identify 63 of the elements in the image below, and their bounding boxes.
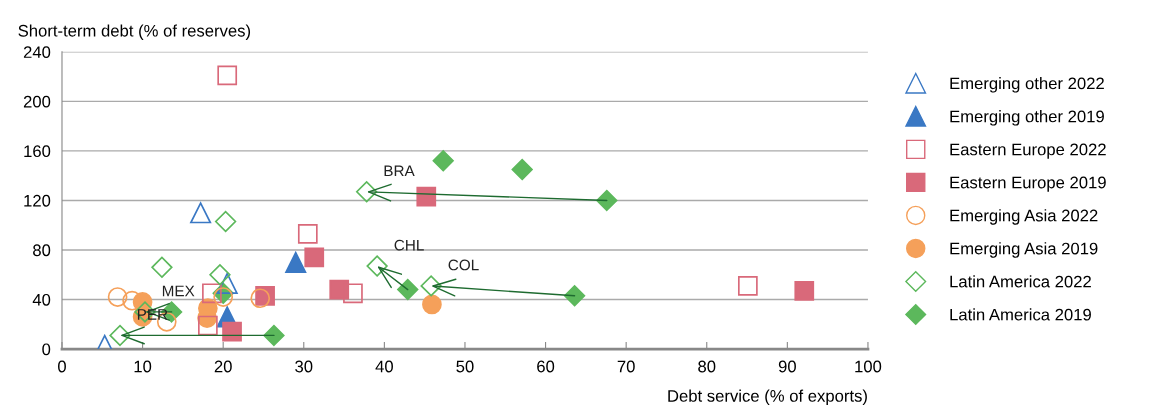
legend-label: Eastern Europe 2019 [950, 176, 1106, 192]
x-tick-label: 90 [778, 360, 796, 373]
point [285, 251, 307, 273]
point [198, 315, 218, 336]
legend-label: Emerging other 2022 [950, 77, 1104, 93]
x-tick-label: 40 [375, 360, 393, 373]
point [263, 324, 285, 347]
legend-label: Latin America 2022 [950, 275, 1091, 288]
point [366, 255, 388, 277]
point [297, 224, 318, 244]
legend-label: Emerging other 2019 [950, 110, 1104, 126]
y-tick-label: 40 [32, 293, 51, 306]
y-tick-label: 0 [42, 343, 51, 356]
point [420, 275, 442, 297]
y-tick-label: 120 [24, 194, 51, 207]
x-tick-label: 70 [617, 360, 635, 373]
x-tick-label: 100 [855, 360, 882, 373]
point [794, 280, 815, 301]
point [213, 287, 234, 307]
point [190, 202, 212, 224]
point [151, 256, 173, 278]
legend-label: Eastern Europe 2022 [950, 143, 1106, 159]
y-tick-label: 160 [24, 145, 51, 158]
point [216, 272, 238, 294]
x-tick-label: 60 [537, 360, 555, 373]
point [397, 278, 419, 301]
annotation: MEX [162, 285, 195, 297]
x-tick-label: 20 [214, 360, 232, 373]
y-tick-label: 240 [23, 46, 51, 59]
point [214, 210, 237, 233]
legend-label: Latin America 2019 [950, 308, 1091, 321]
point [304, 247, 325, 268]
annotation: CHL [394, 239, 424, 251]
point [737, 276, 758, 296]
point [422, 294, 442, 315]
point [222, 321, 242, 342]
annotation: COL [448, 259, 479, 271]
point [343, 283, 363, 304]
y-tick-label: 80 [33, 244, 51, 257]
point [416, 186, 437, 207]
point [109, 324, 131, 347]
legend-label: Emerging Asia 2022 [950, 209, 1098, 225]
x-tick-label: 0 [58, 360, 66, 373]
point [202, 283, 222, 304]
point [355, 181, 378, 203]
point [511, 158, 533, 181]
point [107, 287, 128, 307]
y-tick-label: 200 [23, 95, 51, 108]
point [209, 264, 231, 286]
x-axis-title: Debt service (% of exports) [668, 389, 867, 406]
y-axis-title: Short-term debt (% of reserves) [18, 24, 251, 40]
point [432, 150, 454, 172]
point [250, 288, 271, 309]
x-tick-label: 80 [698, 360, 716, 373]
point [563, 285, 586, 307]
legend-label: Emerging Asia 2019 [950, 242, 1098, 258]
annotation: BRA [384, 165, 415, 177]
point [122, 290, 142, 311]
x-tick-label: 30 [295, 360, 313, 373]
point [217, 65, 238, 86]
point [596, 189, 618, 212]
x-tick-label: 10 [134, 360, 152, 373]
x-tick-label: 50 [456, 360, 474, 373]
